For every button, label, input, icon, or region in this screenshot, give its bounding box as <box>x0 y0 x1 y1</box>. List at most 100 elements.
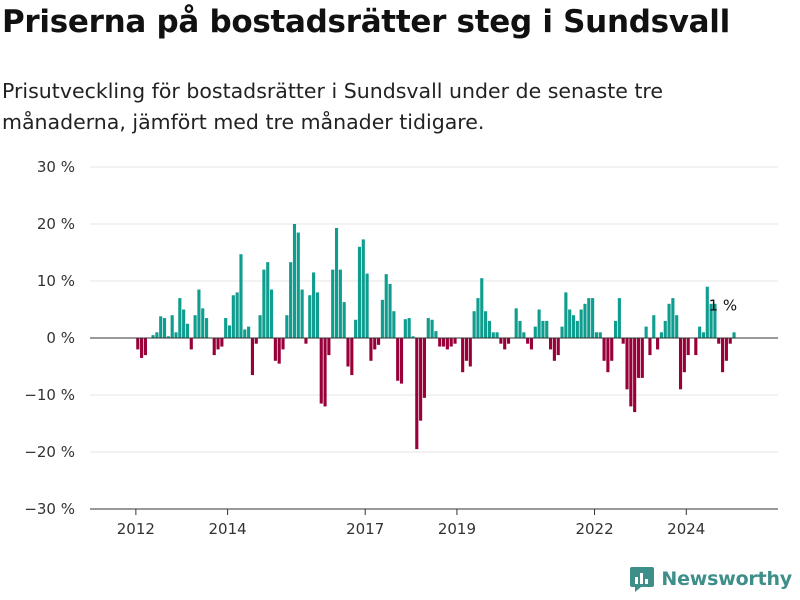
bar <box>640 338 644 378</box>
bar <box>285 315 289 338</box>
bar <box>243 329 247 338</box>
bar <box>705 286 709 338</box>
bar <box>174 332 178 338</box>
bar <box>583 303 587 338</box>
y-tick-label: 30 % <box>37 158 75 176</box>
bar <box>537 309 541 338</box>
bar <box>250 338 255 376</box>
bar <box>659 332 663 338</box>
bar <box>312 272 316 338</box>
bar <box>247 326 251 338</box>
y-tick-label: 10 % <box>37 272 75 290</box>
bar <box>656 338 660 350</box>
bar <box>506 338 511 344</box>
bar <box>556 338 560 356</box>
bar <box>667 303 671 338</box>
bar <box>606 338 610 373</box>
bar <box>491 332 495 338</box>
newsworthy-logo: Newsworthy <box>629 565 792 593</box>
bar <box>185 323 190 338</box>
chart-title: Priserna på bostadsrätter steg i Sundsva… <box>2 4 730 40</box>
bar <box>323 338 327 407</box>
bars <box>136 224 736 450</box>
bar <box>671 298 675 338</box>
x-tick-label: 2022 <box>575 520 613 538</box>
bar <box>541 320 545 338</box>
y-axis-ticks: 30 % 20 % 10 % 0 % −10 % −20 % −30 % <box>24 158 75 518</box>
axes <box>90 337 778 510</box>
bar <box>143 338 147 356</box>
newsworthy-logo-icon <box>630 567 655 592</box>
bar <box>300 289 304 338</box>
bar <box>522 332 526 338</box>
bar <box>717 338 721 344</box>
bar <box>384 274 388 338</box>
bar <box>529 338 534 350</box>
bar <box>438 338 442 347</box>
bar <box>610 338 614 361</box>
bar <box>407 318 411 338</box>
bar <box>499 338 503 344</box>
bar <box>694 338 698 356</box>
bar <box>587 298 591 338</box>
bar <box>377 338 381 345</box>
bar <box>396 338 400 381</box>
bar <box>415 338 419 450</box>
bar <box>239 254 243 338</box>
bar <box>380 299 384 338</box>
bar <box>564 292 568 338</box>
bar <box>686 338 690 356</box>
bar <box>266 262 270 338</box>
bar <box>327 338 331 356</box>
bar <box>648 338 652 356</box>
x-tick-label: 2012 <box>117 520 155 538</box>
bar <box>533 326 537 338</box>
bar <box>713 303 717 338</box>
bar <box>361 239 365 338</box>
bar <box>591 298 595 338</box>
bar <box>419 338 423 421</box>
bar <box>721 338 725 373</box>
bar <box>197 289 201 338</box>
bar <box>484 311 488 338</box>
bar <box>644 326 648 338</box>
bar <box>682 338 686 373</box>
bar <box>426 318 430 338</box>
x-tick-label: 2014 <box>209 520 247 538</box>
annotation-label: 1 % <box>709 296 738 314</box>
bar <box>422 338 427 398</box>
bar <box>392 311 396 338</box>
bar <box>701 332 706 338</box>
bar <box>235 292 239 338</box>
bar <box>369 338 373 361</box>
newsworthy-logo-text: Newsworthy <box>661 568 792 590</box>
x-tick-label: 2024 <box>667 520 705 538</box>
bar <box>388 283 392 338</box>
bar <box>346 338 350 367</box>
bar <box>445 338 449 350</box>
bar <box>698 326 702 338</box>
bar <box>617 298 621 338</box>
bar <box>193 315 197 338</box>
bar <box>254 338 258 344</box>
bar <box>411 336 415 338</box>
bar <box>262 269 266 338</box>
bar <box>140 338 144 358</box>
bar <box>277 338 281 364</box>
bar <box>231 295 235 338</box>
bar <box>399 338 404 384</box>
y-tick-label: −30 % <box>24 500 75 518</box>
bar <box>549 338 553 350</box>
bar <box>136 338 140 350</box>
bar <box>552 338 556 361</box>
bar <box>625 338 629 390</box>
bar <box>602 338 606 361</box>
bar <box>338 269 342 338</box>
bar <box>166 336 170 338</box>
bar <box>220 338 224 347</box>
bar <box>315 292 319 338</box>
bar <box>464 338 469 361</box>
bar <box>732 332 736 338</box>
bar <box>342 302 346 338</box>
